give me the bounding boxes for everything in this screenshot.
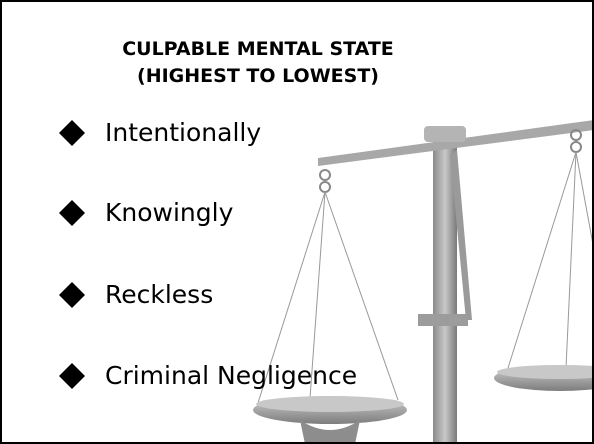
title-line: (HIGHEST TO LOWEST) [137, 65, 379, 87]
bullet-text: Knowingly [105, 198, 234, 227]
bullet-text: Intentionally [105, 118, 261, 147]
bullet-text: Criminal Negligence [105, 361, 357, 390]
page: CULPABLE MENTAL STATE (HIGHEST TO LOWEST… [0, 0, 594, 444]
title-line: CULPABLE MENTAL STATE [122, 38, 394, 60]
slide: CULPABLE MENTAL STATE (HIGHEST TO LOWEST… [0, 0, 594, 444]
bullet-text: Reckless [105, 280, 213, 309]
